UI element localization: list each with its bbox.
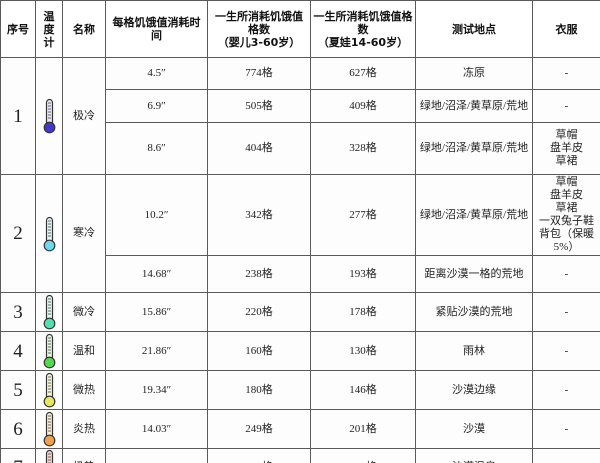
eve-units-cell: 130格 xyxy=(310,331,416,371)
thermometer-icon xyxy=(37,372,62,408)
location-cell: 绿地/沼泽/黄草原/荒地 xyxy=(415,122,533,175)
name-cell: 微冷 xyxy=(62,292,106,332)
serial-cell: 2 xyxy=(0,174,36,293)
baby-units-cell: 404格 xyxy=(207,122,311,175)
baby-units-cell: 774格 xyxy=(207,57,311,90)
baby-units-cell: 238格 xyxy=(207,255,311,293)
table-body: 1 极冷 4.5″ 774格 627格 冻原 -6.9″ 505格 409格 绿地/沼泽/黄草原/… xyxy=(0,57,600,463)
eve-units-cell: 409格 xyxy=(310,89,416,123)
clothes-cell: - xyxy=(532,292,600,332)
location-cell: 距离沙漠一格的荒地 xyxy=(415,255,533,293)
thermometer-icon xyxy=(37,216,62,252)
time-cell: 8.6″ xyxy=(105,122,208,175)
time-cell: 14.03″ xyxy=(105,409,208,449)
location-cell: 雨林 xyxy=(415,331,533,371)
thermometer-cell xyxy=(35,331,63,371)
baby-units-cell: 505格 xyxy=(207,89,311,123)
clothes-cell: - xyxy=(532,57,600,90)
clothes-cell: - xyxy=(532,409,600,449)
name-cell: 炎热 xyxy=(62,409,106,449)
header-time-per-unit: 每格饥饿值消耗时间 xyxy=(105,0,208,58)
clothes-cell: 草帽 盘羊皮 草裙 xyxy=(532,122,600,175)
location-cell: 沙漠边缘 xyxy=(415,370,533,410)
name-cell: 极冷 xyxy=(62,57,106,175)
name-cell: 温和 xyxy=(62,331,106,371)
thermometer-icon xyxy=(37,98,62,134)
header-clothes: 衣服 xyxy=(532,0,600,58)
table-row: 1 极冷 4.5″ 774格 627格 冻原 - xyxy=(0,57,600,175)
baby-units-cell: 160格 xyxy=(207,331,311,371)
clothes-cell: - xyxy=(532,331,600,371)
time-cell: 7.82″ xyxy=(105,448,208,463)
eve-units-cell: 361格 xyxy=(310,448,416,463)
eve-units-cell: 627格 xyxy=(310,57,416,90)
eve-units-cell: 146格 xyxy=(310,370,416,410)
location-cell: 紧贴沙漠的荒地 xyxy=(415,292,533,332)
header-serial: 序号 xyxy=(0,0,36,58)
time-cell: 6.9″ xyxy=(105,89,208,123)
clothes-cell: - xyxy=(532,89,600,123)
baby-units-cell: 342格 xyxy=(207,174,311,256)
thermometer-cell xyxy=(35,57,63,175)
location-cell: 绿地/沼泽/黄草原/荒地 xyxy=(415,89,533,123)
table-row: 6 炎热 14.03″ 249格 201格 沙漠 - xyxy=(0,409,600,449)
thermometer-cell xyxy=(35,292,63,332)
time-cell: 21.86″ xyxy=(105,331,208,371)
header-baby-units: 一生所消耗饥饿值格数 （婴儿3-60岁） xyxy=(207,0,311,58)
thermometer-cell xyxy=(35,409,63,449)
baby-units-cell: 249格 xyxy=(207,409,311,449)
thermometer-icon xyxy=(37,333,62,369)
eve-units-cell: 193格 xyxy=(310,255,416,293)
time-cell: 14.68″ xyxy=(105,255,208,293)
header-thermometer: 温 度 计 xyxy=(35,0,63,58)
header-name: 名称 xyxy=(62,0,106,58)
table-row: 4 温和 21.86″ 160格 130格 雨林 - xyxy=(0,331,600,371)
time-cell: 10.2″ xyxy=(105,174,208,256)
thermometer-cell xyxy=(35,174,63,293)
eve-units-cell: 277格 xyxy=(310,174,416,256)
name-cell: 微热 xyxy=(62,370,106,410)
table-row: 3 微冷 15.86″ 220格 178格 紧贴沙漠的荒地 - xyxy=(0,292,600,332)
name-cell: 寒冷 xyxy=(62,174,106,293)
serial-cell: 7 xyxy=(0,448,36,463)
location-cell: 冻原 xyxy=(415,57,533,90)
thermometer-cell xyxy=(35,448,63,463)
serial-cell: 1 xyxy=(0,57,36,175)
header-row: 序号 温 度 计 名称 每格饥饿值消耗时间 一生所消耗饥饿值格数 （婴儿3-60… xyxy=(0,0,600,58)
baby-units-cell: 220格 xyxy=(207,292,311,332)
clothes-cell: - xyxy=(532,255,600,293)
table-row: 7 极热7.82″446格361格沙漠温泉- xyxy=(0,448,600,463)
table-row: 14.68″ 238格 193格 距离沙漠一格的荒地 - xyxy=(1,255,600,293)
header-test-location: 测试地点 xyxy=(415,0,533,58)
clothes-cell: 草帽 盘羊皮 草裙 一双兔子鞋 背包（保暖5%） xyxy=(532,174,600,256)
baby-units-cell: 446格 xyxy=(207,448,311,463)
header-eve-units: 一生所消耗饥饿值格数 （夏娃14-60岁） xyxy=(310,0,416,58)
baby-units-cell: 180格 xyxy=(207,370,311,410)
time-cell: 15.86″ xyxy=(105,292,208,332)
name-cell: 极热 xyxy=(62,448,106,463)
location-cell: 绿地/沼泽/黄草原/荒地 xyxy=(415,174,533,256)
location-cell: 沙漠 xyxy=(415,409,533,449)
eve-units-cell: 178格 xyxy=(310,292,416,332)
serial-cell: 6 xyxy=(0,409,36,449)
clothes-cell: - xyxy=(532,448,600,463)
location-cell: 沙漠温泉 xyxy=(415,448,533,463)
serial-cell: 4 xyxy=(0,331,36,371)
eve-units-cell: 201格 xyxy=(310,409,416,449)
time-cell: 4.5″ xyxy=(105,57,208,90)
serial-cell: 5 xyxy=(0,370,36,410)
clothes-cell: - xyxy=(532,370,600,410)
thermometer-icon xyxy=(37,294,62,330)
thermometer-icon xyxy=(37,449,62,463)
serial-cell: 3 xyxy=(0,292,36,332)
thermometer-icon xyxy=(37,411,62,447)
table-row: 5 微热 19.34″ 180格 146格 沙漠边缘 - xyxy=(0,370,600,410)
table-row: 6.9″ 505格 409格 绿地/沼泽/黄草原/荒地 - xyxy=(1,89,600,123)
table-row: 2 寒冷 10.2″ 342格 277格 绿地/沼泽/黄草原/荒地 草帽 盘羊皮 草裙 一双… xyxy=(0,174,600,293)
thermometer-cell xyxy=(35,370,63,410)
eve-units-cell: 328格 xyxy=(310,122,416,175)
time-cell: 19.34″ xyxy=(105,370,208,410)
